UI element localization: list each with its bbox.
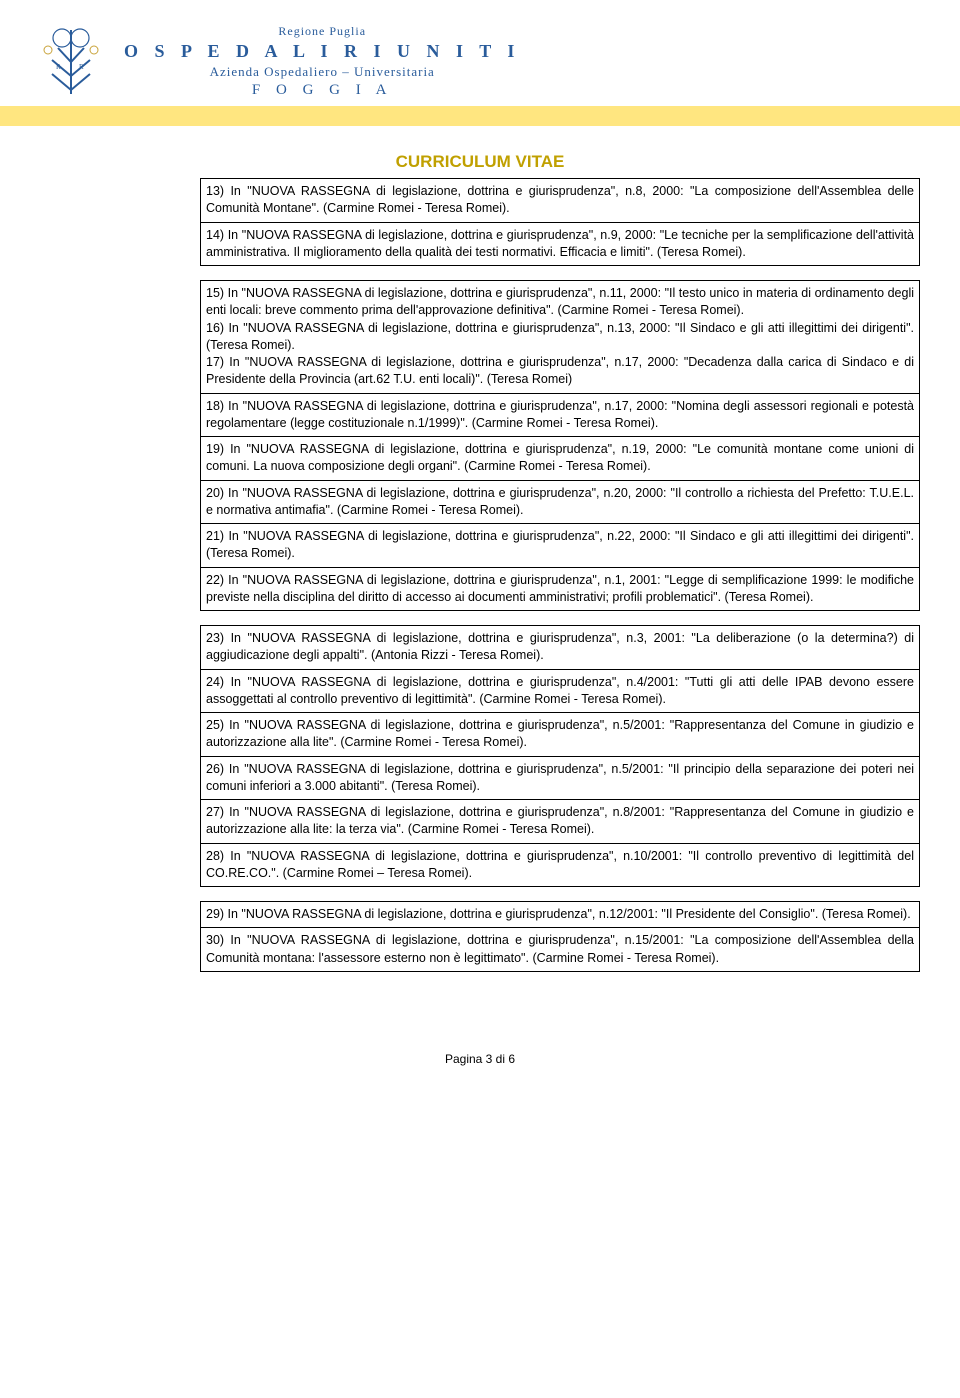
cv-entry: 23) In "NUOVA RASSEGNA di legislazione, … [201, 626, 920, 670]
letterhead-subtitle: Azienda Ospedaliero – Universitaria [124, 64, 520, 80]
cv-entry: 19) In "NUOVA RASSEGNA di legislazione, … [201, 437, 920, 481]
cv-entry: 25) In "NUOVA RASSEGNA di legislazione, … [201, 713, 920, 757]
page-title: CURRICULUM VITAE [40, 152, 920, 172]
letterhead-region: Regione Puglia [124, 24, 520, 39]
cv-entry: 26) In "NUOVA RASSEGNA di legislazione, … [201, 756, 920, 800]
page-footer: Pagina 3 di 6 [40, 1052, 920, 1066]
cv-entry: 29) In "NUOVA RASSEGNA di legislazione, … [201, 902, 920, 928]
cv-block: 13) In "NUOVA RASSEGNA di legislazione, … [200, 178, 920, 266]
cv-entry: 27) In "NUOVA RASSEGNA di legislazione, … [201, 800, 920, 844]
cv-entry: 15) In "NUOVA RASSEGNA di legislazione, … [201, 281, 920, 394]
cv-entry: 20) In "NUOVA RASSEGNA di legislazione, … [201, 480, 920, 524]
content-area: 13) In "NUOVA RASSEGNA di legislazione, … [200, 178, 920, 972]
letterhead: R R Regione Puglia O S P E D A L I R I U… [40, 20, 920, 100]
svg-text:R: R [79, 63, 84, 71]
cv-entry: 30) In "NUOVA RASSEGNA di legislazione, … [201, 928, 920, 972]
svg-text:R: R [56, 63, 61, 71]
cv-entry: 21) In "NUOVA RASSEGNA di legislazione, … [201, 524, 920, 568]
seal-icon: R R [40, 20, 110, 100]
cv-entry: 22) In "NUOVA RASSEGNA di legislazione, … [201, 567, 920, 611]
cv-block: 15) In "NUOVA RASSEGNA di legislazione, … [200, 280, 920, 611]
letterhead-hospital: O S P E D A L I R I U N I T I [124, 41, 520, 62]
cv-entry: 13) In "NUOVA RASSEGNA di legislazione, … [201, 179, 920, 223]
letterhead-city: F O G G I A [124, 82, 520, 99]
cv-entry: 24) In "NUOVA RASSEGNA di legislazione, … [201, 669, 920, 713]
cv-entry: 14) In "NUOVA RASSEGNA di legislazione, … [201, 222, 920, 266]
cv-entry: 28) In "NUOVA RASSEGNA di legislazione, … [201, 843, 920, 887]
cv-entry: 18) In "NUOVA RASSEGNA di legislazione, … [201, 393, 920, 437]
cv-block: 29) In "NUOVA RASSEGNA di legislazione, … [200, 901, 920, 972]
yellow-band [0, 106, 960, 126]
letterhead-text: Regione Puglia O S P E D A L I R I U N I… [124, 20, 520, 99]
cv-block: 23) In "NUOVA RASSEGNA di legislazione, … [200, 625, 920, 887]
